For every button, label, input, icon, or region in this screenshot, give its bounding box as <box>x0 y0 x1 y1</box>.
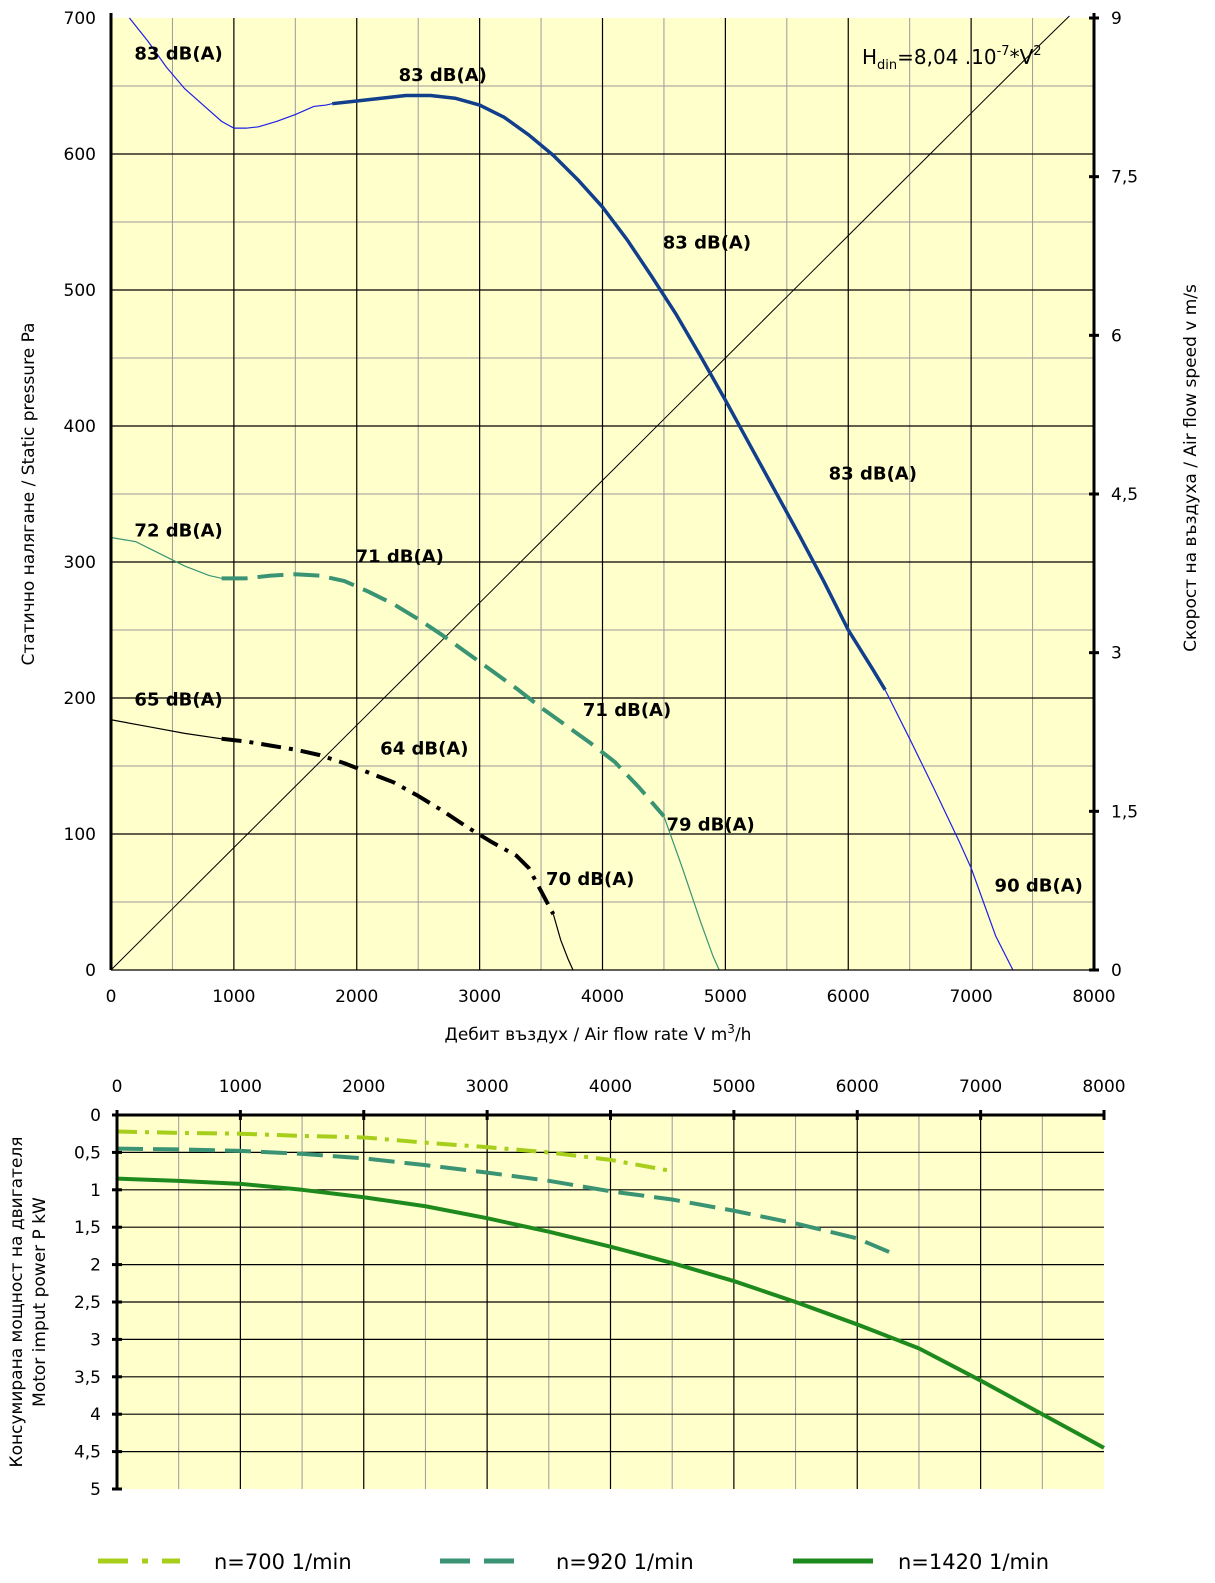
sound-level-label: 70 dB(A) <box>546 869 634 890</box>
power-axes <box>112 1110 1106 1491</box>
power-y-tick-labels: 0 0,5 1 1,5 2 2,5 3 3,5 4 4,5 5 <box>74 1106 101 1500</box>
y-tick-label: 400 <box>64 417 96 437</box>
y-tick-label: 600 <box>64 145 96 165</box>
legend-label-1420: n=1420 1/min <box>898 1550 1049 1574</box>
power-series-7001 <box>116 1129 673 1174</box>
power-series-1420 <box>116 1176 1105 1450</box>
legend: n=700 1/min n=920 1/min n=1420 1/min <box>98 1550 1049 1574</box>
power-series-9201 <box>116 1146 896 1256</box>
power-y-tick-label: 0 <box>90 1106 101 1126</box>
series-7001-low-range <box>110 719 222 740</box>
y2-tick-label: 6 <box>1111 326 1122 346</box>
series-9201-high-range <box>663 816 720 971</box>
pressure-chart: 0 1000 2000 3000 4000 5000 6000 7000 8000 010020… <box>19 9 1201 1045</box>
power-y-tick-label: 3 <box>90 1330 101 1350</box>
legend-label-920: n=920 1/min <box>556 1550 694 1574</box>
power-x-tick-label: 0 <box>112 1077 123 1097</box>
power-y-tick-label: 3,5 <box>74 1368 101 1388</box>
y2-tick-label: 7,5 <box>1111 168 1138 188</box>
series-9201-low-range <box>110 536 222 579</box>
x-tick-label: 0 <box>106 987 117 1007</box>
sound-level-label: 71 dB(A) <box>356 547 444 568</box>
y2-tick-label: 1,5 <box>1111 802 1138 822</box>
system-curve <box>110 15 1070 971</box>
pressure-axes <box>109 13 1099 972</box>
power-grid <box>117 1115 1104 1489</box>
x-tick-label: 6000 <box>827 987 870 1007</box>
y-tick-label: 100 <box>64 825 96 845</box>
pressure-y-tick-labels: 0 100 200 300 400 500 600 700 <box>64 9 96 981</box>
y2-tick-label: 0 <box>1111 961 1122 981</box>
series-1420-high-range <box>884 689 1014 971</box>
x-tick-label: 3000 <box>458 987 501 1007</box>
power-x-tick-label: 3000 <box>465 1077 508 1097</box>
power-x-tick-labels: 0 1000 2000 3000 4000 5000 6000 7000 8000 <box>112 1077 1126 1097</box>
power-x-tick-label: 1000 <box>219 1077 262 1097</box>
y-tick-label: 500 <box>64 281 96 301</box>
y2-tick-label: 3 <box>1111 644 1122 664</box>
sound-level-annotations: 83 dB(A) 83 dB(A) 83 dB(A) 83 dB(A) 90 dB(A)… <box>134 43 1082 896</box>
power-x-tick-label: 2000 <box>342 1077 385 1097</box>
x-tick-label: 5000 <box>704 987 747 1007</box>
power-y-tick-label: 5 <box>90 1480 101 1500</box>
y2-tick-label: 9 <box>1111 9 1122 29</box>
power-x-tick-label: 5000 <box>712 1077 755 1097</box>
legend-item-920: n=920 1/min <box>440 1550 694 1574</box>
sound-level-label: 72 dB(A) <box>134 521 222 542</box>
sound-level-label: 71 dB(A) <box>583 700 671 721</box>
y2-tick-label: 4,5 <box>1111 485 1138 505</box>
speed-y-tick-labels: 0 1,5 3 4,5 6 7,5 9 <box>1111 9 1138 981</box>
formula-label: Hdin=8,04 .10-7*V2 <box>862 44 1042 73</box>
pressure-x-tick-labels: 0 1000 2000 3000 4000 5000 6000 7000 8000 <box>106 987 1116 1007</box>
power-x-tick-label: 4000 <box>589 1077 632 1097</box>
power-y-tick-label: 1,5 <box>74 1218 101 1238</box>
sound-level-label: 83 dB(A) <box>134 43 222 64</box>
sound-level-label: 64 dB(A) <box>380 738 468 759</box>
power-y-tick-label: 2 <box>90 1256 101 1276</box>
y-tick-label: 700 <box>64 9 96 29</box>
power-x-tick-label: 8000 <box>1082 1077 1125 1097</box>
x-axis-label: Дебит въздух / Air flow rate V m3/h <box>445 1022 752 1045</box>
x-tick-label: 8000 <box>1072 987 1115 1007</box>
series-1420-low-range <box>128 17 333 129</box>
y-axis-label: Статично налягане / Static pressure Pa <box>19 323 39 666</box>
y-tick-label: 300 <box>64 553 96 573</box>
power-y-axis-label-line1: Консумирана мощност на двигателя <box>7 1137 27 1468</box>
power-y-axis-label-line2: Motor imput power P kW <box>30 1197 50 1407</box>
series-9201-working-range <box>221 572 666 818</box>
x-tick-label: 4000 <box>581 987 624 1007</box>
pressure-series <box>110 17 1014 971</box>
x-tick-label: 7000 <box>949 987 992 1007</box>
sound-level-label: 65 dB(A) <box>134 689 222 710</box>
power-y-tick-label: 2,5 <box>74 1293 101 1313</box>
power-y-tick-label: 4 <box>90 1405 101 1425</box>
power-x-tick-label: 7000 <box>959 1077 1002 1097</box>
legend-label-700: n=700 1/min <box>214 1550 352 1574</box>
legend-item-1420: n=1420 1/min <box>793 1550 1049 1574</box>
power-x-tick-label: 6000 <box>836 1077 879 1097</box>
power-chart: 0 1000 2000 3000 4000 5000 6000 7000 8000 0 0,5 1 1… <box>7 1077 1126 1500</box>
power-series <box>116 1129 1105 1450</box>
y-tick-label: 0 <box>85 961 96 981</box>
sound-level-label: 90 dB(A) <box>995 876 1083 897</box>
power-y-tick-label: 1 <box>90 1181 101 1201</box>
series-1420-working-range <box>331 93 887 691</box>
power-y-tick-label: 4,5 <box>74 1443 101 1463</box>
y-tick-label: 200 <box>64 689 96 709</box>
series-7001-high-range <box>552 914 574 971</box>
power-y-tick-label: 0,5 <box>74 1143 101 1163</box>
sound-level-label: 83 dB(A) <box>399 65 487 86</box>
sound-level-label: 79 dB(A) <box>666 814 754 835</box>
pressure-grid <box>111 18 1094 970</box>
x-tick-label: 1000 <box>212 987 255 1007</box>
system-curve-line <box>110 15 1070 971</box>
x-tick-label: 2000 <box>335 987 378 1007</box>
sound-level-label: 83 dB(A) <box>829 464 917 485</box>
legend-item-700: n=700 1/min <box>98 1550 352 1574</box>
sound-level-label: 83 dB(A) <box>663 232 751 253</box>
y2-axis-label: Скорост на въздуха / Air flow speed v m/… <box>1181 284 1201 652</box>
series-7001-working-range <box>221 736 556 916</box>
